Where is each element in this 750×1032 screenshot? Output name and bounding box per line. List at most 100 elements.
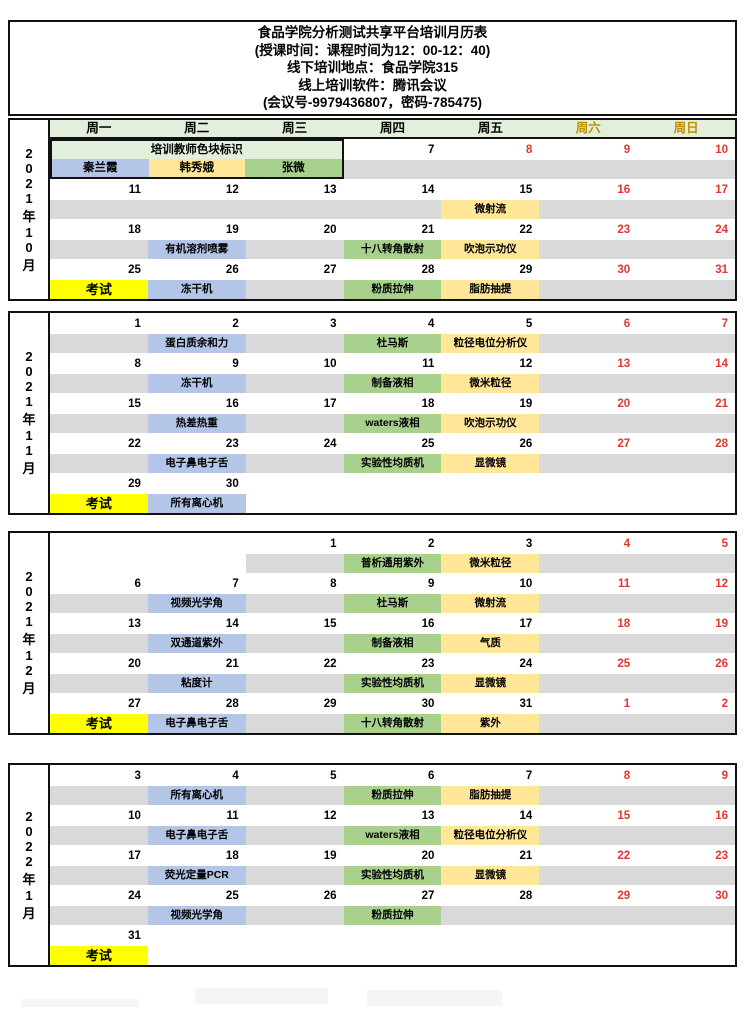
date-cell: 9 <box>428 578 435 590</box>
empty-cell <box>441 946 539 965</box>
date-cell: 28 <box>421 264 435 276</box>
month-grid: 3 4 5 6 7 8 9 所有离心机 粉质拉伸 脂肪抽提 10 11 12 13 14 15 16 电子鼻电子舌… <box>50 765 736 965</box>
month-label-char: 1 <box>25 887 33 903</box>
date-cell <box>246 473 344 494</box>
empty-cell <box>245 906 344 925</box>
empty-cell <box>245 374 344 393</box>
event-cell: waters液相 <box>343 414 442 433</box>
date-cell: 7 <box>428 144 435 156</box>
empty-cell <box>50 594 148 613</box>
date-cell: 31 <box>128 930 141 942</box>
date-cell <box>344 925 442 946</box>
empty-cell <box>637 866 736 885</box>
empty-cell <box>637 454 736 473</box>
weekday-cell: 周二 <box>184 121 210 135</box>
month-label-char: 1 <box>25 224 33 240</box>
event-cell: 显微镜 <box>441 454 540 473</box>
date-cell: 31 <box>715 264 729 276</box>
date-cell: 1 <box>623 698 631 710</box>
date-cell: 19 <box>323 850 337 862</box>
empty-cell <box>245 280 344 299</box>
date-cell: 13 <box>323 184 337 196</box>
date-cell: 25 <box>128 264 141 276</box>
date-cell: 6 <box>623 318 631 330</box>
empty-cell <box>245 594 344 613</box>
event-cell: 制备液相 <box>343 634 442 653</box>
date-cell: 25 <box>225 890 239 902</box>
empty-cell <box>148 554 246 573</box>
date-cell: 4 <box>232 770 239 782</box>
event-cell: 电子鼻电子舌 <box>147 454 246 473</box>
empty-cell <box>539 714 638 733</box>
exam-cell: 考试 <box>50 494 148 513</box>
date-cell: 30 <box>225 478 239 490</box>
event-cell: 杜马斯 <box>343 334 442 353</box>
month-label-char: 月 <box>22 257 36 273</box>
weekday-header-row: 周一 周二 周三 周四 周五 周六 周日 <box>50 120 735 139</box>
date-cell: 20 <box>128 658 141 670</box>
teacher-legend-title: 培训教师色块标识 <box>52 141 342 159</box>
week-event-row: 荧光定量PCR 实验性均质机 显微镜 <box>50 866 736 885</box>
empty-cell <box>245 200 344 219</box>
event-cell: 吹泡示功仪 <box>441 240 540 259</box>
date-cell: 18 <box>128 224 141 236</box>
week-date-row: 7 8 9 10 <box>50 139 735 160</box>
date-cell: 12 <box>225 184 239 196</box>
date-cell: 29 <box>128 478 141 490</box>
date-cell <box>50 533 148 554</box>
event-cell: 粘度计 <box>147 674 246 693</box>
empty-cell <box>344 494 442 513</box>
date-cell: 16 <box>715 810 729 822</box>
date-cell: 8 <box>134 358 141 370</box>
date-cell: 10 <box>128 810 141 822</box>
week-date-row: 24 25 26 27 28 29 30 <box>50 885 735 906</box>
date-cell <box>344 473 442 494</box>
date-cell: 16 <box>225 398 239 410</box>
event-cell: 普析通用紫外 <box>343 554 442 573</box>
week-date-row: 25 26 27 28 29 30 31 <box>50 259 735 280</box>
date-cell: 11 <box>422 358 435 370</box>
empty-cell <box>343 200 442 219</box>
empty-cell <box>637 826 736 845</box>
date-cell: 10 <box>323 358 337 370</box>
week-date-row: 13 14 15 16 17 18 19 <box>50 613 735 634</box>
date-cell <box>539 925 637 946</box>
date-cell: 29 <box>519 264 533 276</box>
week-event-row: 蛋白质余和力 杜马斯 粒径电位分析仪 <box>50 334 736 353</box>
empty-cell <box>50 826 148 845</box>
empty-cell <box>147 200 246 219</box>
date-cell: 20 <box>617 398 631 410</box>
empty-cell <box>50 200 148 219</box>
month-label-char: 2 <box>25 175 33 191</box>
empty-cell <box>539 634 638 653</box>
artifact-bar <box>367 990 502 1006</box>
empty-cell <box>441 494 539 513</box>
date-cell: 29 <box>323 698 337 710</box>
empty-cell <box>539 200 638 219</box>
date-cell: 12 <box>715 578 729 590</box>
week-event-row: 微射流 <box>50 200 736 219</box>
week-date-row: 1 2 3 4 5 6 7 <box>50 313 735 334</box>
date-cell: 24 <box>715 224 729 236</box>
week-date-row: 6 7 8 9 10 11 12 <box>50 573 735 594</box>
empty-cell <box>637 634 736 653</box>
event-cell: 粒径电位分析仪 <box>441 334 540 353</box>
date-cell: 26 <box>715 658 729 670</box>
event-cell: 粉质拉伸 <box>343 906 442 925</box>
date-cell <box>441 473 539 494</box>
date-cell: 20 <box>323 224 337 236</box>
date-cell: 23 <box>715 850 729 862</box>
event-cell: 脂肪抽提 <box>441 280 540 299</box>
date-cell: 29 <box>617 890 631 902</box>
date-cell: 30 <box>421 698 435 710</box>
empty-cell <box>50 906 148 925</box>
date-cell: 4 <box>428 318 435 330</box>
week-date-row: 1 2 3 4 5 <box>50 533 735 554</box>
week-date-row: 27 28 29 30 31 1 2 <box>50 693 735 714</box>
date-cell: 27 <box>617 438 631 450</box>
empty-cell <box>50 674 148 693</box>
date-cell: 30 <box>617 264 631 276</box>
date-cell: 26 <box>519 438 533 450</box>
date-cell: 12 <box>519 358 533 370</box>
date-cell: 14 <box>225 618 239 630</box>
